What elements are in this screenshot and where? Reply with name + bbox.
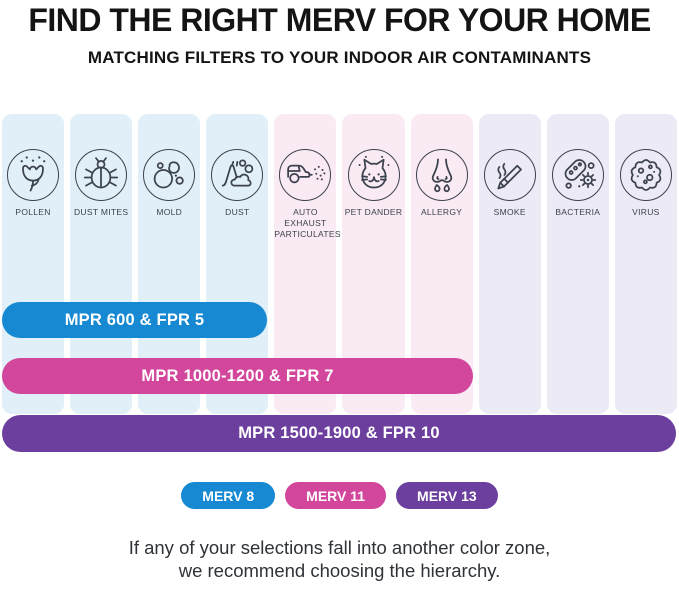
- column-bacteria: BACTERIA: [546, 114, 609, 414]
- bar-label: MPR 1000-1200 & FPR 7: [141, 366, 334, 385]
- footer-line-1: If any of your selections fall into anot…: [128, 537, 551, 558]
- page-title: FIND THE RIGHT MERV FOR YOUR HOME: [28, 2, 651, 38]
- bar-mpr1500-1900-fpr10: MPR 1500-1900 & FPR 10: [2, 415, 676, 452]
- pet-dander-icon: [347, 149, 400, 201]
- column-label: DUST: [225, 207, 250, 217]
- column-label: AUTO EXHAUST PARTICULATES: [274, 207, 341, 239]
- page-subtitle: MATCHING FILTERS TO YOUR INDOOR AIR CONT…: [87, 48, 592, 67]
- column-label: MOLD: [156, 207, 183, 217]
- column-label: BACTERIA: [555, 207, 601, 217]
- column-smoke: SMOKE: [478, 114, 541, 414]
- merv-legend: MERV 8 MERV 11 MERV 13: [0, 482, 679, 509]
- column-label: POLLEN: [15, 207, 51, 217]
- bacteria-icon: [551, 149, 604, 201]
- pollen-icon: [7, 149, 60, 201]
- badge-merv-11: MERV 11: [285, 482, 387, 509]
- column-virus: VIRUS: [614, 114, 677, 414]
- badge-merv-13: MERV 13: [396, 482, 498, 509]
- bar-label: MPR 1500-1900 & FPR 10: [238, 424, 440, 442]
- column-label: SMOKE: [493, 207, 526, 217]
- smoke-icon: [483, 149, 536, 201]
- column-label: ALLERGY: [420, 207, 463, 217]
- mold-icon: [143, 149, 196, 201]
- allergy-icon: [415, 149, 468, 201]
- badge-merv-8: MERV 8: [181, 482, 276, 509]
- column-label: PET DANDER: [344, 207, 403, 217]
- auto-exhaust-icon: [279, 149, 332, 201]
- column-label: VIRUS: [632, 207, 660, 217]
- bar-label: MPR 600 & FPR 5: [64, 310, 205, 329]
- dust-icon: [211, 149, 264, 201]
- bar-mpr600-fpr5: MPR 600 & FPR 5: [2, 302, 267, 338]
- footer-line-2: we recommend choosing the hierarchy.: [178, 559, 501, 581]
- bar-mpr1000-1200-fpr7: MPR 1000-1200 & FPR 7: [2, 358, 473, 394]
- virus-icon: [619, 149, 672, 201]
- dust-mites-icon: [75, 149, 128, 201]
- column-label: DUST MITES: [73, 207, 129, 217]
- footer-note: If any of your selections fall into anot…: [0, 537, 679, 582]
